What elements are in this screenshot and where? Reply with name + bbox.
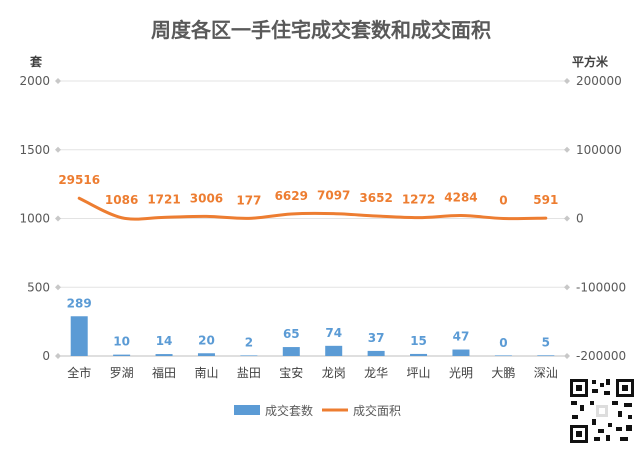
right-tick-label: -200000 (576, 349, 626, 363)
bar (367, 350, 385, 356)
line-data-label: 1721 (147, 192, 180, 206)
line-data-label: 3652 (359, 191, 392, 205)
tick-marker (55, 353, 61, 359)
bar-data-label: 37 (368, 331, 385, 345)
tick-marker (564, 78, 570, 84)
line-data-label: 1272 (402, 193, 435, 207)
right-tick-label: 0 (576, 212, 584, 226)
left-tick-label: 0 (42, 349, 50, 363)
bar (70, 316, 88, 356)
left-tick-label: 1000 (19, 212, 50, 226)
bar-data-label: 74 (325, 326, 342, 340)
bar (113, 354, 131, 356)
x-axis: 全市 罗湖 福田 南山 盐田 宝安 龙岗 龙华 坪山 光明 大鹏 深汕 (67, 365, 558, 380)
legend: 成交套数 成交面积 (234, 403, 401, 418)
bar-data-label: 2 (245, 336, 253, 350)
line-data-label: 591 (533, 193, 558, 207)
bar-data-label: 5 (542, 335, 550, 349)
left-tick-label: 500 (27, 280, 50, 294)
tick-marker (55, 284, 61, 291)
tick-marker (55, 215, 61, 222)
line-data-label: 0 (499, 194, 507, 208)
left-tick-label: 2000 (19, 74, 50, 88)
category-label: 罗湖 (110, 365, 134, 380)
line-data-label: 7097 (317, 189, 350, 203)
bar-data-label: 15 (410, 334, 427, 348)
bar-data-label: 47 (453, 330, 470, 344)
category-label: 龙华 (364, 366, 388, 380)
chart-title: 周度各区一手住宅成交套数和成交面积 (151, 18, 491, 42)
bar (155, 354, 173, 356)
category-label: 坪山 (407, 366, 431, 380)
category-label: 盐田 (237, 366, 261, 380)
category-label: 宝安 (279, 365, 303, 380)
qr-code-icon (568, 377, 636, 445)
right-tick-label: 100000 (576, 143, 622, 157)
category-label: 深汕 (534, 366, 558, 380)
bar (452, 349, 470, 356)
tick-marker (55, 146, 61, 153)
line-data-label: 29516 (58, 173, 100, 187)
tick-marker (564, 215, 570, 222)
legend-bar-swatch (234, 405, 260, 415)
category-label: 全市 (67, 365, 91, 380)
tick-marker (55, 78, 61, 84)
bar-data-label: 10 (113, 335, 130, 349)
bar (494, 355, 512, 356)
right-tick-label: -100000 (576, 280, 626, 294)
left-tick-label: 1500 (19, 143, 50, 157)
line-data-label: 4284 (444, 191, 477, 205)
bar (537, 355, 555, 356)
bar-data-label: 20 (198, 333, 215, 347)
bar (325, 345, 343, 356)
left-axis: 0 500 1000 1500 2000 (19, 74, 50, 363)
line-series: 29516 1086 1721 3006 177 6629 7097 3652 1272 4284… (58, 173, 558, 221)
bar-series: 289 10 14 20 2 65 74 37 15 47 0 5 (67, 296, 555, 356)
right-axis: -200000 -100000 0 100000 200000 (576, 74, 626, 363)
right-axis-unit: 平方米 (572, 54, 609, 69)
category-label: 光明 (449, 366, 473, 380)
gridlines (55, 78, 570, 359)
line-data-label: 177 (236, 193, 261, 207)
category-label: 福田 (152, 365, 176, 380)
line-data-label: 6629 (275, 189, 308, 203)
bar (282, 347, 300, 356)
area-line (77, 196, 548, 221)
tick-marker (564, 353, 570, 359)
legend-line-label: 成交面积 (353, 403, 401, 418)
tick-marker (564, 284, 570, 291)
line-data-label: 1086 (105, 193, 138, 207)
left-axis-unit: 套 (29, 54, 43, 69)
bar-data-label: 289 (67, 296, 92, 310)
tick-marker (564, 146, 570, 153)
bar (240, 355, 258, 356)
bar (410, 353, 428, 356)
line-data-label: 3006 (190, 191, 223, 205)
bar-data-label: 65 (283, 327, 300, 341)
right-tick-label: 200000 (576, 74, 622, 88)
category-label: 大鹏 (491, 366, 515, 380)
bar (197, 353, 215, 356)
category-label: 龙岗 (322, 366, 346, 380)
category-label: 南山 (194, 365, 218, 380)
bar-data-label: 0 (499, 336, 507, 350)
legend-bar-label: 成交套数 (265, 403, 313, 418)
bar-data-label: 14 (156, 334, 173, 348)
